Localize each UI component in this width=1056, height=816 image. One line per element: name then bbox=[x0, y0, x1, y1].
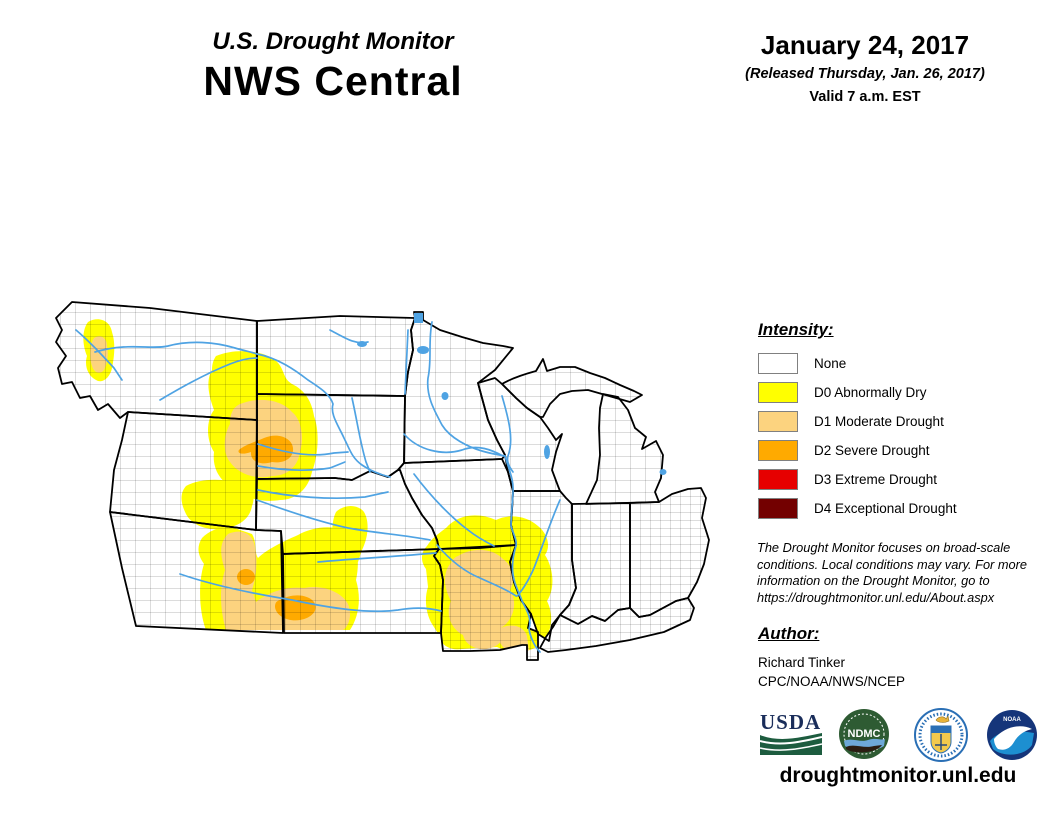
rivers-layer bbox=[75, 321, 561, 653]
release-date: (Released Thursday, Jan. 26, 2017) bbox=[745, 66, 985, 82]
map-date: January 24, 2017 bbox=[760, 30, 970, 60]
region-title: NWS Central bbox=[203, 58, 463, 104]
state-fill-layer bbox=[56, 302, 709, 660]
legend-swatch-d1 bbox=[758, 411, 798, 432]
report-title: U.S. Drought Monitor bbox=[212, 28, 454, 55]
lakes-layer bbox=[357, 313, 667, 475]
drought-shading-layer bbox=[83, 319, 553, 654]
usda-logo-text: USDA bbox=[760, 710, 822, 734]
logo-row: USDA NDMC NOAA bbox=[756, 706, 1048, 762]
author-name: Richard Tinker bbox=[758, 655, 846, 670]
noaa-logo: NOAA bbox=[987, 710, 1037, 760]
drought-map bbox=[55, 301, 710, 661]
svg-text:NOAA: NOAA bbox=[1003, 717, 1021, 723]
legend-label: D1 Moderate Drought bbox=[814, 414, 944, 429]
legend-label: D0 Abnormally Dry bbox=[814, 385, 927, 400]
usda-logo: USDA bbox=[760, 712, 822, 755]
commerce-seal-logo bbox=[914, 708, 968, 762]
site-url: droughtmonitor.unl.edu bbox=[779, 764, 1017, 787]
d1-areas bbox=[90, 336, 529, 654]
county-grid-layer bbox=[56, 302, 709, 660]
usda-field-graphic bbox=[760, 733, 822, 755]
legend-swatch-d4 bbox=[758, 498, 798, 519]
legend-swatch-none bbox=[758, 353, 798, 374]
legend-label: D3 Extreme Drought bbox=[814, 472, 938, 487]
legend-swatch-d3 bbox=[758, 469, 798, 490]
d0-areas bbox=[83, 319, 553, 652]
d2-areas bbox=[237, 435, 316, 621]
legend-label: D4 Exceptional Drought bbox=[814, 501, 957, 516]
svg-text:NDMC: NDMC bbox=[848, 728, 881, 740]
state-borders bbox=[55, 301, 710, 661]
legend-swatch-d2 bbox=[758, 440, 798, 461]
valid-time: Valid 7 a.m. EST bbox=[809, 89, 921, 105]
ndmc-logo: NDMC bbox=[839, 709, 889, 759]
legend-title: Intensity: bbox=[758, 320, 834, 339]
legend-label: D2 Severe Drought bbox=[814, 443, 930, 458]
author-title: Author: bbox=[758, 624, 820, 643]
author-org: CPC/NOAA/NWS/NCEP bbox=[758, 674, 906, 689]
legend-swatch-d0 bbox=[758, 382, 798, 403]
legend-label: None bbox=[814, 356, 847, 371]
disclaimer-text: The Drought Monitor focuses on broad-sca… bbox=[757, 540, 1028, 605]
